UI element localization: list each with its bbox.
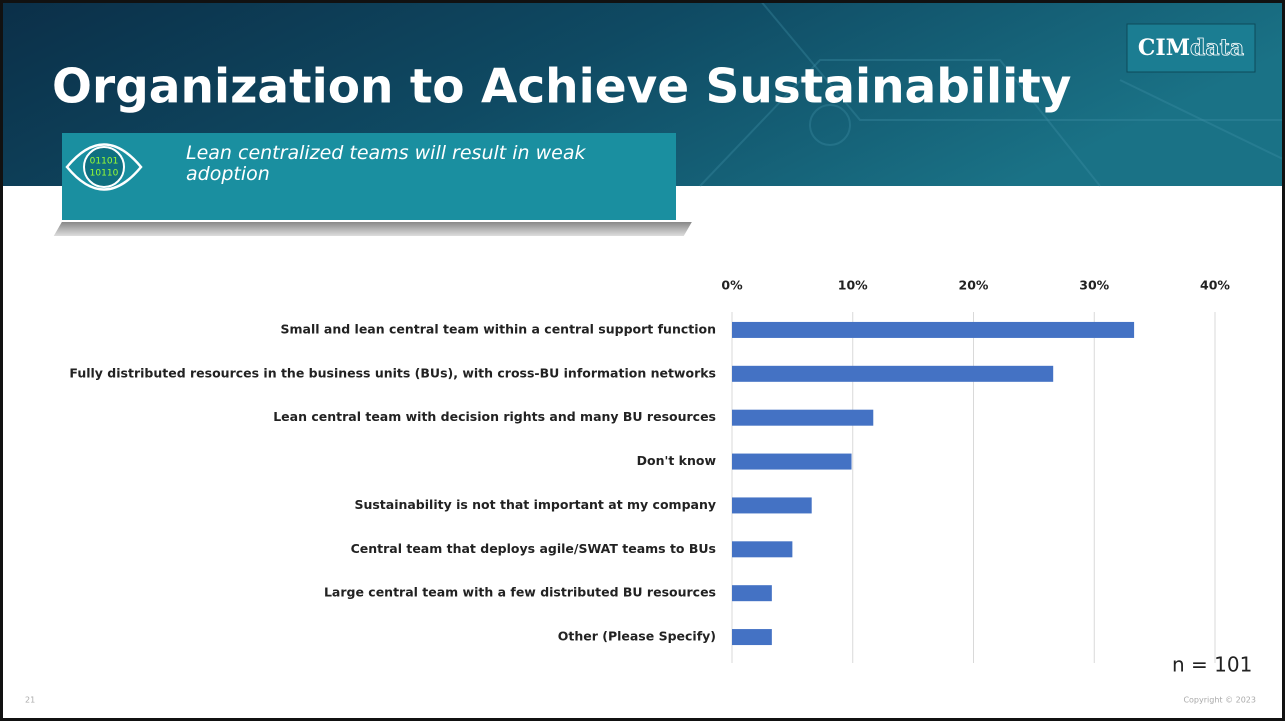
bar bbox=[732, 629, 772, 645]
category-label: Large central team with a few distribute… bbox=[324, 585, 716, 600]
bar bbox=[732, 322, 1134, 338]
bar bbox=[732, 454, 852, 470]
x-tick-label: 30% bbox=[1079, 278, 1109, 293]
logo: CIMdata bbox=[1138, 35, 1244, 61]
callout-shadow bbox=[54, 222, 692, 236]
category-label: Other (Please Specify) bbox=[558, 629, 716, 644]
bar bbox=[732, 366, 1053, 382]
x-tick-label: 40% bbox=[1200, 278, 1230, 293]
category-label: Central team that deploys agile/SWAT tea… bbox=[351, 541, 716, 556]
callout-text-box: Lean centralized teams will result in we… bbox=[186, 143, 656, 203]
logo-suffix: data bbox=[1190, 35, 1244, 61]
bar bbox=[732, 541, 792, 557]
x-tick-label: 10% bbox=[838, 278, 868, 293]
category-label: Lean central team with decision rights a… bbox=[273, 409, 716, 424]
bar bbox=[732, 410, 873, 426]
slide-title: Organization to Achieve Sustainability bbox=[52, 60, 1071, 115]
callout-text: Lean centralized teams will result in we… bbox=[186, 143, 656, 185]
slide: Organization to Achieve Sustainability C… bbox=[0, 0, 1285, 721]
page-number: 21 bbox=[25, 696, 35, 705]
page: Organization to Achieve Sustainability C… bbox=[0, 0, 1285, 721]
category-label: Fully distributed resources in the busin… bbox=[69, 365, 716, 380]
icon-binary: 01101 bbox=[90, 157, 119, 167]
bar bbox=[732, 497, 812, 513]
sample-size: n = 101 bbox=[1172, 653, 1252, 677]
icon-binary: 10110 bbox=[90, 169, 119, 179]
x-tick-label: 0% bbox=[721, 278, 743, 293]
x-tick-label: 20% bbox=[959, 278, 989, 293]
category-label: Sustainability is not that important at … bbox=[354, 497, 716, 512]
category-label: Small and lean central team within a cen… bbox=[281, 321, 716, 336]
logo-brand: CIM bbox=[1138, 35, 1190, 61]
copyright: Copyright © 2023 bbox=[1183, 696, 1256, 705]
eye-iris bbox=[84, 147, 124, 187]
bar bbox=[732, 585, 772, 601]
category-label: Don't know bbox=[637, 453, 717, 468]
